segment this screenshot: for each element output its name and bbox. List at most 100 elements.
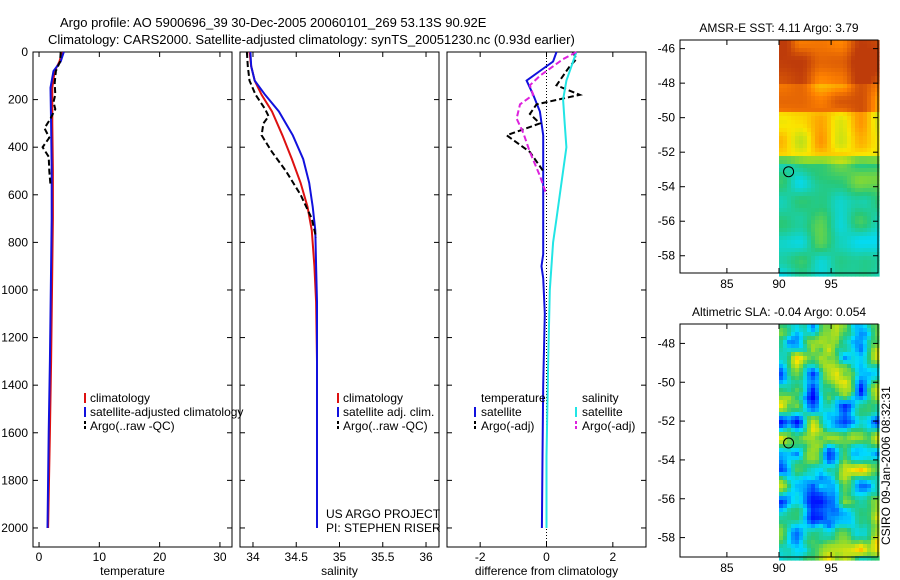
amsre_sst-field-cell bbox=[831, 72, 836, 77]
amsre_sst-field-cell bbox=[807, 272, 812, 277]
amsre_sst-field-cell bbox=[795, 120, 800, 125]
amsre_sst-field-cell bbox=[839, 136, 844, 141]
altimetric_sla-field-cell bbox=[847, 400, 852, 405]
altimetric_sla-field-cell bbox=[819, 364, 824, 369]
altimetric_sla-field-cell bbox=[867, 392, 872, 397]
amsre_sst-field-cell bbox=[815, 232, 820, 237]
altimetric_sla-field-cell bbox=[843, 388, 848, 393]
amsre_sst-field-cell bbox=[795, 168, 800, 173]
altimetric_sla-field-cell bbox=[843, 452, 848, 457]
altimetric_sla-field-cell bbox=[827, 472, 832, 477]
altimetric_sla-field-cell bbox=[843, 544, 848, 549]
amsre_sst-field-cell bbox=[811, 212, 816, 217]
amsre_sst-field-cell bbox=[803, 152, 808, 157]
amsre_sst-field-cell bbox=[827, 88, 832, 93]
altimetric_sla-field-cell bbox=[815, 548, 820, 553]
altimetric_sla-field-cell bbox=[843, 364, 848, 369]
amsre_sst-field-cell bbox=[875, 224, 880, 229]
amsre_sst-field-cell bbox=[835, 204, 840, 209]
amsre_sst-field-cell bbox=[843, 172, 848, 177]
amsre_sst-field-cell bbox=[779, 108, 784, 113]
amsre_sst-field-cell bbox=[803, 112, 808, 117]
amsre_sst-field-cell bbox=[867, 204, 872, 209]
altimetric_sla-field-cell bbox=[823, 508, 828, 513]
amsre_sst-field-cell bbox=[863, 212, 868, 217]
altimetric_sla-field-cell bbox=[843, 516, 848, 521]
amsre_sst-field-cell bbox=[779, 56, 784, 61]
amsre_sst-field-cell bbox=[783, 256, 788, 261]
amsre_sst-field-cell bbox=[779, 40, 784, 45]
altimetric_sla-field-cell bbox=[799, 508, 804, 513]
amsre_sst-field-cell bbox=[783, 180, 788, 185]
amsre_sst-field-cell bbox=[867, 140, 872, 145]
amsre_sst-field-cell bbox=[779, 60, 784, 65]
amsre_sst-field-cell bbox=[831, 180, 836, 185]
amsre_sst-field-cell bbox=[863, 108, 868, 113]
amsre_sst-field-cell bbox=[799, 168, 804, 173]
amsre_sst-field-cell bbox=[783, 192, 788, 197]
altimetric_sla-field-cell bbox=[851, 340, 856, 345]
amsre_sst-field-cell bbox=[871, 76, 876, 81]
amsre_sst-field-cell bbox=[803, 104, 808, 109]
amsre_sst-field-cell bbox=[843, 204, 848, 209]
amsre_sst-field-cell bbox=[859, 188, 864, 193]
altimetric_sla-field-cell bbox=[855, 480, 860, 485]
altimetric_sla-field-cell bbox=[779, 376, 784, 381]
amsre_sst-field-cell bbox=[795, 224, 800, 229]
altimetric_sla-field-cell bbox=[875, 472, 880, 477]
altimetric_sla-field-cell bbox=[787, 548, 792, 553]
amsre_sst-field-cell bbox=[815, 140, 820, 145]
amsre_sst-field-cell bbox=[839, 256, 844, 261]
altimetric_sla-field-cell bbox=[807, 456, 812, 461]
altimetric_sla-field-cell bbox=[851, 412, 856, 417]
altimetric_sla-field-cell bbox=[799, 356, 804, 361]
amsre_sst-field-cell bbox=[831, 80, 836, 85]
amsre_sst-field-cell bbox=[791, 220, 796, 225]
amsre_sst-field-cell bbox=[875, 40, 880, 45]
amsre_sst-field-cell bbox=[847, 72, 852, 77]
amsre_sst-field-cell bbox=[835, 52, 840, 57]
salinity-xtick-label: 34.5 bbox=[285, 550, 309, 564]
amsre_sst-field-cell bbox=[811, 164, 816, 169]
amsre_sst-field-cell bbox=[871, 52, 876, 57]
amsre_sst-field-cell bbox=[787, 224, 792, 229]
amsre_sst-field-cell bbox=[811, 176, 816, 181]
amsre_sst-field-cell bbox=[875, 212, 880, 217]
altimetric_sla-field-cell bbox=[843, 512, 848, 517]
amsre_sst-field-cell bbox=[835, 176, 840, 181]
amsre_sst-field-cell bbox=[839, 156, 844, 161]
amsre_sst-field-cell bbox=[823, 132, 828, 137]
amsre_sst-field-cell bbox=[867, 244, 872, 249]
amsre_sst-field-cell bbox=[803, 156, 808, 161]
altimetric_sla-field-cell bbox=[835, 332, 840, 337]
altimetric_sla-field-cell bbox=[843, 360, 848, 365]
amsre_sst-field-cell bbox=[827, 252, 832, 257]
altimetric_sla-field-cell bbox=[811, 356, 816, 361]
amsre_sst-field-cell bbox=[871, 272, 876, 277]
altimetric_sla-field-cell bbox=[815, 556, 820, 561]
altimetric_sla-field-cell bbox=[867, 376, 872, 381]
altimetric_sla-field-cell bbox=[863, 504, 868, 509]
amsre_sst-field-cell bbox=[855, 172, 860, 177]
temperature-ytick-label: 1400 bbox=[1, 378, 28, 392]
amsre_sst-field-cell bbox=[847, 220, 852, 225]
amsre_sst-field-cell bbox=[819, 248, 824, 253]
altimetric_sla-field-cell bbox=[811, 532, 816, 537]
altimetric_sla-field-cell bbox=[823, 544, 828, 549]
altimetric_sla-field-cell bbox=[835, 472, 840, 477]
amsre_sst-field-cell bbox=[791, 104, 796, 109]
amsre_sst-field-cell bbox=[803, 92, 808, 97]
altimetric_sla-field-cell bbox=[823, 392, 828, 397]
amsre_sst-field-cell bbox=[799, 84, 804, 89]
amsre_sst-field-cell bbox=[831, 224, 836, 229]
altimetric_sla-field-cell bbox=[787, 344, 792, 349]
difference-legend-label: Argo(-adj) bbox=[481, 419, 534, 433]
altimetric_sla-field-cell bbox=[867, 380, 872, 385]
amsre_sst-field-cell bbox=[803, 120, 808, 125]
amsre_sst-field-cell bbox=[851, 48, 856, 53]
altimetric_sla-field-cell bbox=[839, 424, 844, 429]
amsre_sst-field-cell bbox=[783, 124, 788, 129]
amsre_sst-field-cell bbox=[791, 64, 796, 69]
altimetric_sla-field-cell bbox=[859, 388, 864, 393]
amsre_sst-field-cell bbox=[863, 48, 868, 53]
